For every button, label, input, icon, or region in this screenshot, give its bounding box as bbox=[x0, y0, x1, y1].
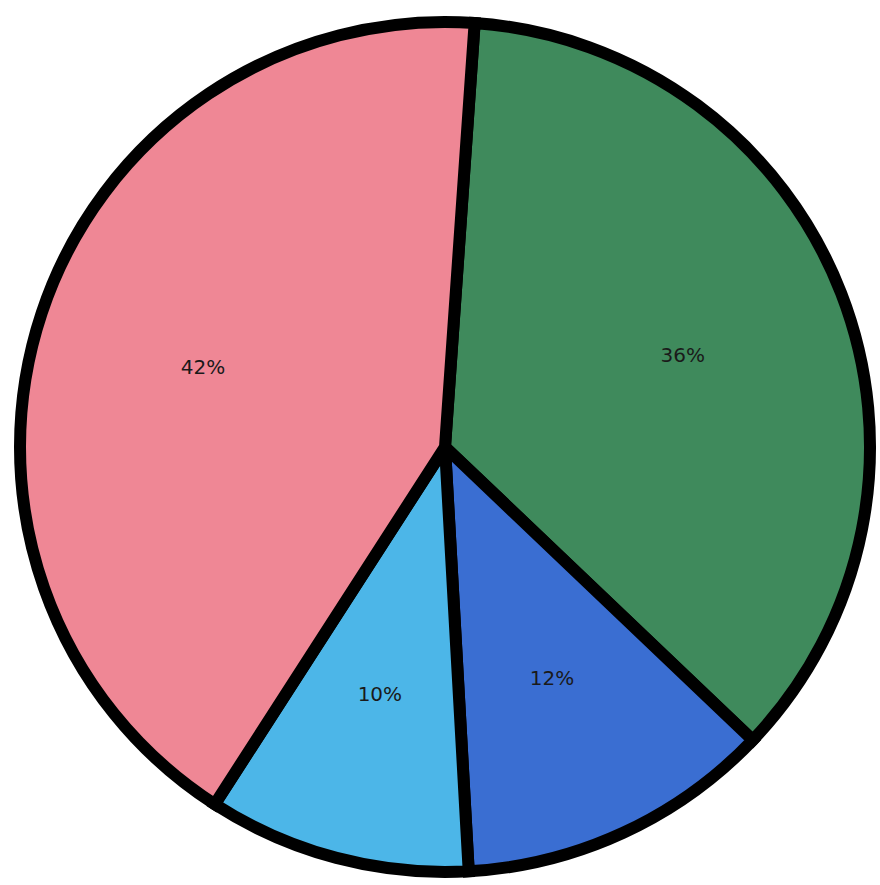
svg-text:36%: 36% bbox=[661, 343, 705, 367]
svg-text:10%: 10% bbox=[358, 682, 402, 706]
svg-text:12%: 12% bbox=[530, 666, 574, 690]
svg-text:42%: 42% bbox=[181, 355, 225, 379]
